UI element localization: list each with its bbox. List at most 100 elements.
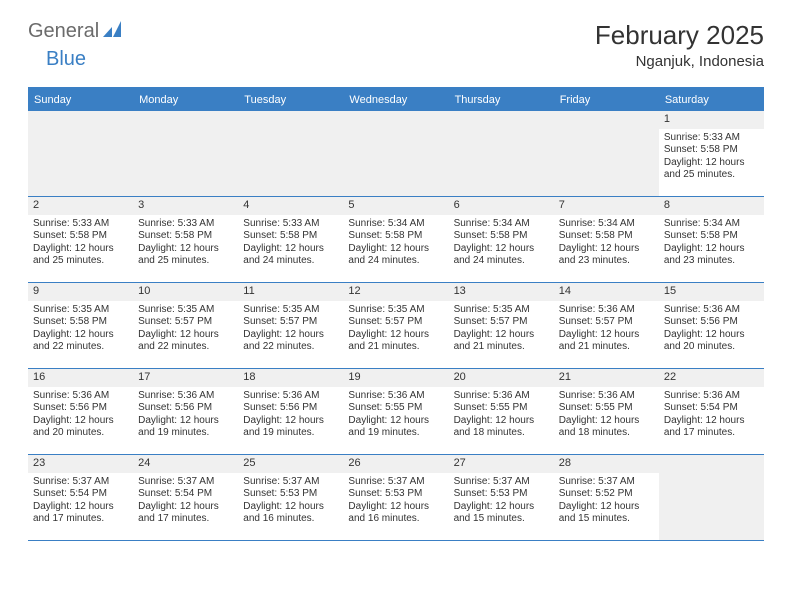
daylight-line: Daylight: 12 hours (559, 501, 654, 514)
sunrise-line: Sunrise: 5:36 AM (559, 390, 654, 403)
sunset-line: Sunset: 5:58 PM (664, 144, 759, 157)
month-title: February 2025 (595, 20, 764, 51)
daylight-line: and 15 minutes. (454, 513, 549, 526)
daylight-line: Daylight: 12 hours (33, 415, 128, 428)
calendar-cell-empty (133, 111, 238, 197)
location-label: Nganjuk, Indonesia (595, 53, 764, 70)
day-number: 20 (449, 369, 554, 387)
daylight-line: Daylight: 12 hours (138, 243, 233, 256)
sunrise-line: Sunrise: 5:34 AM (559, 218, 654, 231)
day-number: 14 (554, 283, 659, 301)
calendar-cell: 20 Sunrise: 5:36 AMSunset: 5:55 PMDayligh… (449, 369, 554, 455)
calendar-page: General February 2025 Nganjuk, Indonesia… (0, 0, 792, 561)
weekday-header-row: Sunday Monday Tuesday Wednesday Thursday… (28, 89, 764, 111)
sunrise-line: Sunrise: 5:33 AM (33, 218, 128, 231)
daylight-line: and 24 minutes. (348, 255, 443, 268)
sunset-line: Sunset: 5:53 PM (454, 488, 549, 501)
sunset-line: Sunset: 5:57 PM (138, 316, 233, 329)
weekday-header: Thursday (449, 89, 554, 111)
calendar-cell: 6Sunrise: 5:34 AMSunset: 5:58 PMDaylight… (449, 197, 554, 283)
sunrise-line: Sunrise: 5:36 AM (454, 390, 549, 403)
daylight-line: and 25 minutes. (664, 169, 759, 182)
daylight-line: and 16 minutes. (348, 513, 443, 526)
daylight-line: Daylight: 12 hours (454, 501, 549, 514)
sunrise-line: Sunrise: 5:33 AM (138, 218, 233, 231)
day-number: 26 (343, 455, 448, 473)
daylight-line: Daylight: 12 hours (138, 329, 233, 342)
sunset-line: Sunset: 5:56 PM (664, 316, 759, 329)
daylight-line: Daylight: 12 hours (454, 415, 549, 428)
calendar-cell: 3Sunrise: 5:33 AMSunset: 5:58 PMDaylight… (133, 197, 238, 283)
daylight-line: and 24 minutes. (454, 255, 549, 268)
sunset-line: Sunset: 5:53 PM (243, 488, 338, 501)
sunrise-line: Sunrise: 5:36 AM (243, 390, 338, 403)
day-number: 28 (554, 455, 659, 473)
daylight-line: Daylight: 12 hours (243, 243, 338, 256)
day-number: 9 (28, 283, 133, 301)
sunrise-line: Sunrise: 5:35 AM (138, 304, 233, 317)
sunset-line: Sunset: 5:55 PM (454, 402, 549, 415)
day-number: 18 (238, 369, 343, 387)
calendar-cell: 5Sunrise: 5:34 AMSunset: 5:58 PMDaylight… (343, 197, 448, 283)
calendar-cell: 16 Sunrise: 5:36 AMSunset: 5:56 PMDayligh… (28, 369, 133, 455)
sunrise-line: Sunrise: 5:37 AM (138, 476, 233, 489)
sunrise-line: Sunrise: 5:33 AM (243, 218, 338, 231)
day-number: 13 (449, 283, 554, 301)
calendar-cell: 11Sunrise: 5:35 AMSunset: 5:57 PMDayligh… (238, 283, 343, 369)
sunrise-line: Sunrise: 5:34 AM (664, 218, 759, 231)
calendar-cell: 24Sunrise: 5:37 AMSunset: 5:54 PMDayligh… (133, 455, 238, 541)
sunset-line: Sunset: 5:57 PM (454, 316, 549, 329)
daylight-line: Daylight: 12 hours (243, 329, 338, 342)
daylight-line: and 25 minutes. (138, 255, 233, 268)
daylight-line: Daylight: 12 hours (454, 329, 549, 342)
sunset-line: Sunset: 5:58 PM (348, 230, 443, 243)
daylight-line: Daylight: 12 hours (664, 157, 759, 170)
daylight-line: Daylight: 12 hours (33, 501, 128, 514)
sunset-line: Sunset: 5:57 PM (348, 316, 443, 329)
daylight-line: and 16 minutes. (243, 513, 338, 526)
daylight-line: and 21 minutes. (454, 341, 549, 354)
sunrise-line: Sunrise: 5:35 AM (33, 304, 128, 317)
sunrise-line: Sunrise: 5:36 AM (664, 304, 759, 317)
sunset-line: Sunset: 5:58 PM (243, 230, 338, 243)
calendar-cell: 1Sunrise: 5:33 AMSunset: 5:58 PMDaylight… (659, 111, 764, 197)
day-number: 8 (659, 197, 764, 215)
sunrise-line: Sunrise: 5:36 AM (664, 390, 759, 403)
calendar-cell-empty (343, 111, 448, 197)
calendar-cell-empty (554, 111, 659, 197)
sunrise-line: Sunrise: 5:37 AM (33, 476, 128, 489)
daylight-line: and 15 minutes. (559, 513, 654, 526)
weekday-header: Friday (554, 89, 659, 111)
calendar-cell: 19Sunrise: 5:36 AMSunset: 5:55 PMDayligh… (343, 369, 448, 455)
sunset-line: Sunset: 5:57 PM (243, 316, 338, 329)
calendar-cell: 15Sunrise: 5:36 AMSunset: 5:56 PMDayligh… (659, 283, 764, 369)
day-number: 5 (343, 197, 448, 215)
daylight-line: Daylight: 12 hours (664, 329, 759, 342)
brand-sail-icon (103, 21, 121, 42)
weekday-header: Wednesday (343, 89, 448, 111)
daylight-line: Daylight: 12 hours (138, 501, 233, 514)
brand-logo: General (28, 20, 124, 43)
daylight-line: and 19 minutes. (348, 427, 443, 440)
brand-text-part2: Blue (46, 48, 86, 70)
weekday-header: Monday (133, 89, 238, 111)
sunrise-line: Sunrise: 5:35 AM (454, 304, 549, 317)
daylight-line: and 18 minutes. (559, 427, 654, 440)
daylight-line: Daylight: 12 hours (138, 415, 233, 428)
calendar-cell: 18Sunrise: 5:36 AMSunset: 5:56 PMDayligh… (238, 369, 343, 455)
calendar-grid: 1Sunrise: 5:33 AMSunset: 5:58 PMDaylight… (28, 111, 764, 541)
daylight-line: Daylight: 12 hours (454, 243, 549, 256)
daylight-line: Daylight: 12 hours (33, 329, 128, 342)
sunset-line: Sunset: 5:55 PM (559, 402, 654, 415)
daylight-line: Daylight: 12 hours (559, 243, 654, 256)
day-number: 7 (554, 197, 659, 215)
sunset-line: Sunset: 5:55 PM (348, 402, 443, 415)
day-number: 22 (659, 369, 764, 387)
day-number: 11 (238, 283, 343, 301)
daylight-line: and 24 minutes. (243, 255, 338, 268)
sunrise-line: Sunrise: 5:37 AM (454, 476, 549, 489)
sunrise-line: Sunrise: 5:36 AM (33, 390, 128, 403)
sunset-line: Sunset: 5:57 PM (559, 316, 654, 329)
sunset-line: Sunset: 5:56 PM (33, 402, 128, 415)
day-number: 16 (28, 369, 133, 387)
